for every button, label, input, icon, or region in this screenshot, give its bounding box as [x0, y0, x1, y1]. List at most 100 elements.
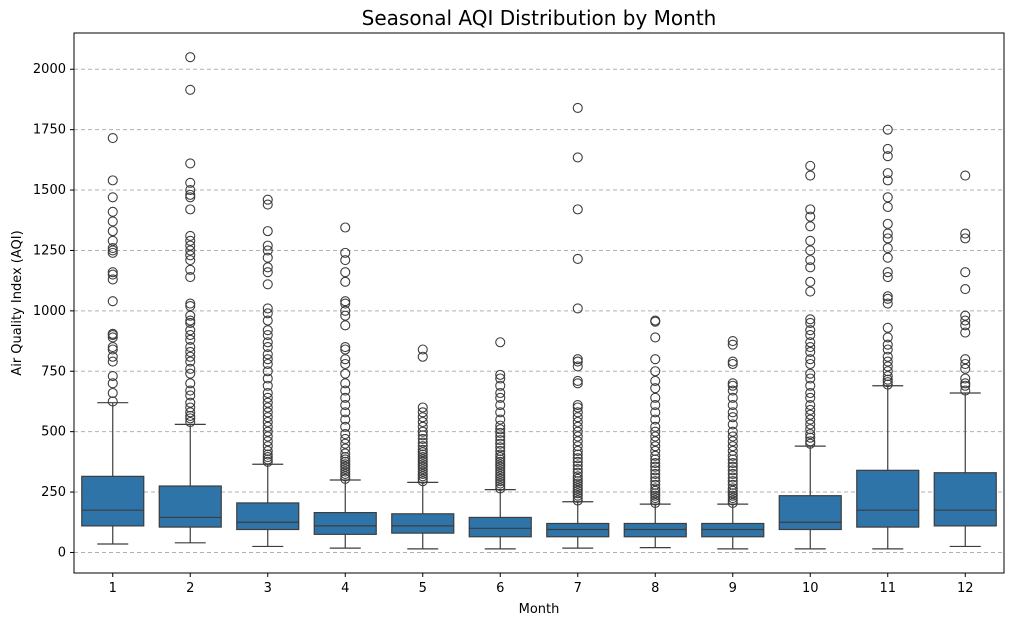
outlier-point	[185, 334, 196, 345]
outlier-point	[727, 476, 738, 487]
outlier-point	[805, 314, 816, 325]
outlier-point	[960, 170, 971, 181]
outlier-point	[495, 380, 506, 391]
outlier-point	[495, 337, 506, 348]
outlier-point	[727, 445, 738, 457]
outlier-point	[960, 320, 971, 331]
outlier-point	[495, 414, 506, 425]
outlier-point	[417, 344, 428, 355]
outlier-point	[727, 385, 738, 396]
outlier-point	[417, 471, 428, 482]
outlier-point	[495, 431, 506, 442]
outlier-point	[650, 431, 661, 442]
outlier-point	[417, 412, 428, 423]
outlier-point	[495, 442, 506, 453]
outlier-point	[340, 466, 351, 477]
outlier-point	[417, 454, 428, 465]
x-tick-label: 3	[264, 581, 272, 596]
outlier-point	[107, 175, 118, 186]
outlier-point	[495, 373, 506, 384]
outlier-point	[495, 369, 506, 380]
outlier-point	[185, 204, 196, 215]
outlier-point	[960, 284, 971, 295]
outlier-point	[185, 416, 196, 428]
outlier-point	[572, 400, 583, 411]
box-month-2	[158, 52, 222, 544]
outlier-point	[805, 409, 816, 420]
outlier-point	[882, 339, 893, 350]
outlier-point	[805, 419, 816, 430]
outlier-point	[107, 371, 118, 382]
outlier-point	[340, 433, 351, 444]
outlier-point	[882, 143, 893, 155]
x-tick-label: 9	[729, 581, 737, 596]
outlier-point	[960, 315, 971, 326]
outlier-point	[340, 310, 351, 321]
outlier-point	[340, 368, 351, 379]
x-tick-label: 10	[802, 581, 819, 596]
box-month-3	[236, 194, 300, 548]
outlier-point	[185, 52, 196, 63]
y-tick-label: 250	[41, 485, 66, 500]
outlier-point	[727, 483, 738, 494]
outlier-point	[495, 459, 506, 470]
outlier-point	[262, 402, 273, 413]
outlier-point	[262, 441, 273, 452]
outlier-point	[650, 375, 661, 386]
outlier-point	[882, 332, 893, 343]
outlier-point	[340, 448, 351, 459]
outlier-point	[727, 495, 738, 506]
outlier-point	[960, 385, 971, 396]
outlier-point	[572, 456, 583, 467]
outlier-point	[805, 286, 816, 297]
box-month-1	[81, 133, 145, 545]
outlier-point	[882, 218, 893, 229]
outlier-point	[262, 199, 273, 210]
outlier-point	[960, 233, 971, 244]
outlier-point	[495, 420, 506, 431]
outlier-point	[727, 479, 738, 490]
outlier-point	[417, 444, 428, 455]
outlier-point	[650, 497, 661, 508]
boxes-layer	[81, 52, 997, 550]
outlier-point	[572, 361, 583, 372]
outlier-point	[417, 416, 428, 428]
outlier-point	[572, 407, 583, 418]
outlier-point	[262, 436, 273, 447]
outlier-point	[960, 380, 971, 391]
iqr-box	[778, 495, 842, 531]
outlier-point	[262, 342, 273, 353]
outlier-point	[262, 397, 273, 408]
outlier-point	[417, 464, 428, 475]
outlier-point	[262, 279, 273, 290]
outlier-point	[805, 245, 816, 256]
outlier-point	[572, 467, 583, 478]
outlier-point	[495, 400, 506, 411]
outlier-point	[417, 407, 428, 418]
outlier-point	[495, 435, 506, 446]
outlier-point	[262, 358, 273, 370]
outlier-point	[572, 445, 583, 457]
outlier-point	[572, 421, 583, 432]
box-month-7	[546, 102, 610, 549]
outlier-point	[572, 375, 583, 386]
outlier-point	[805, 368, 816, 379]
outlier-point	[882, 351, 893, 362]
y-tick-label: 1750	[33, 123, 66, 138]
outlier-point	[262, 226, 273, 237]
outlier-point	[107, 328, 118, 339]
outlier-point	[495, 456, 506, 467]
outlier-point	[185, 230, 196, 242]
outlier-point	[727, 450, 738, 461]
outlier-point	[650, 332, 661, 343]
outlier-point	[262, 240, 273, 251]
outlier-point	[572, 493, 583, 504]
outlier-point	[805, 373, 816, 384]
box-month-6	[468, 337, 532, 550]
outlier-point	[495, 468, 506, 479]
outlier-point	[107, 332, 118, 343]
outlier-point	[340, 255, 351, 266]
x-tick-label: 4	[341, 581, 349, 596]
outlier-point	[650, 465, 661, 476]
